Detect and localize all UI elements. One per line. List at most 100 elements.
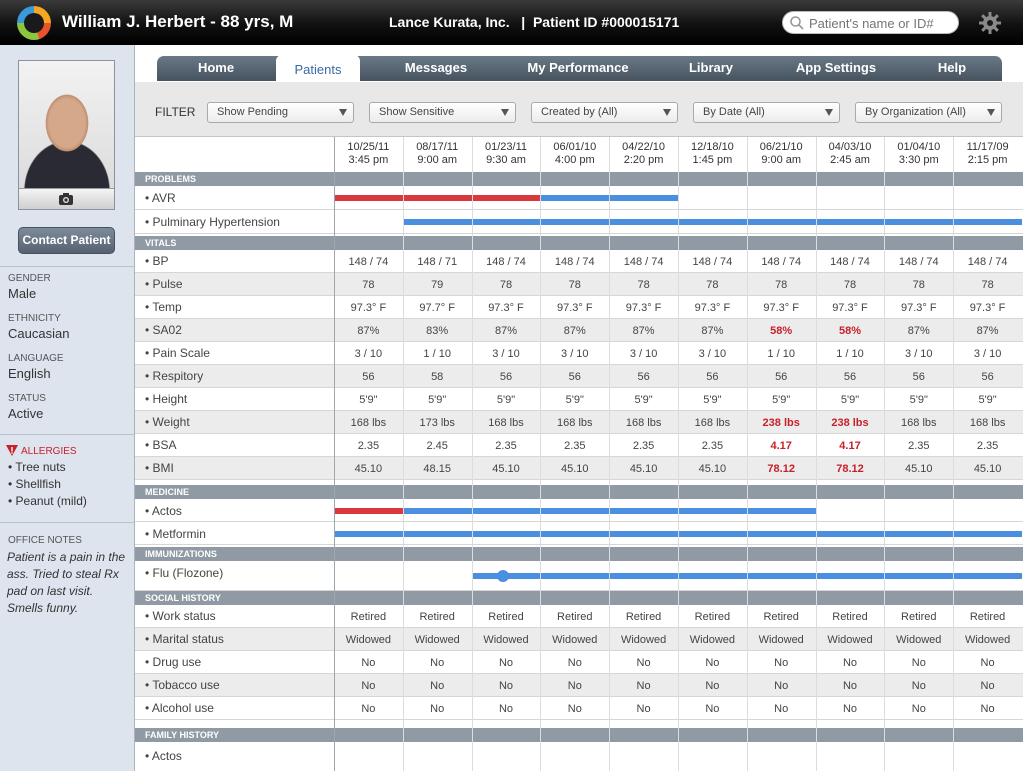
show-pending-dropdown[interactable]: Show Pending (207, 102, 354, 123)
value-cell[interactable]: 87% (494, 325, 517, 337)
value-cell[interactable]: Retired (350, 611, 387, 623)
value-cell[interactable]: 97.7° F (419, 302, 455, 314)
value-cell[interactable]: Retired (625, 611, 662, 623)
value-cell[interactable]: 2.35 (976, 440, 999, 452)
value-cell[interactable]: 97.3° F (763, 302, 799, 314)
search-input[interactable] (809, 14, 954, 32)
value-cell[interactable]: 2.35 (701, 440, 724, 452)
value-cell[interactable]: 3 / 10 (629, 348, 658, 360)
value-cell[interactable]: 3 / 10 (561, 348, 589, 360)
value-cell[interactable]: 45.10 (354, 463, 383, 475)
show-sensitive-dropdown[interactable]: Show Sensitive (369, 102, 516, 123)
value-cell[interactable]: Retired (694, 611, 731, 623)
value-cell[interactable]: No (567, 703, 582, 715)
value-cell[interactable]: 5'9" (634, 394, 653, 406)
value-cell[interactable]: 78 (775, 279, 788, 291)
date-column-header[interactable]: 04/22/10 2:20 pm (609, 141, 678, 171)
value-cell[interactable]: 3 / 10 (973, 348, 1002, 360)
value-cell[interactable]: 56 (362, 371, 375, 383)
value-cell[interactable]: 58 (431, 371, 444, 383)
value-cell[interactable]: 238 lbs (762, 417, 800, 429)
value-cell[interactable]: No (430, 657, 445, 669)
date-column-header[interactable]: 06/01/10 4:00 pm (540, 141, 609, 171)
value-cell[interactable]: 78.12 (767, 463, 795, 475)
value-cell[interactable]: 78 (637, 279, 650, 291)
value-cell[interactable]: 56 (775, 371, 788, 383)
value-cell[interactable]: No (498, 680, 514, 692)
value-cell[interactable]: 2.35 (495, 440, 517, 452)
tab-library[interactable]: Library (688, 60, 734, 75)
date-column-header[interactable]: 06/21/10 9:00 am (747, 141, 816, 171)
timeline-row[interactable] (135, 186, 1023, 210)
gear-icon[interactable] (978, 11, 1002, 35)
date-column-header[interactable]: 08/17/11 9:00 am (403, 141, 472, 171)
value-cell[interactable]: 148 / 74 (486, 256, 526, 268)
value-cell[interactable]: 97.3° F (556, 302, 593, 314)
value-cell[interactable]: 5'9" (703, 394, 722, 406)
value-cell[interactable]: 87% (907, 325, 930, 337)
value-cell[interactable]: 148 / 74 (692, 256, 733, 268)
value-cell[interactable]: 3 / 10 (905, 348, 933, 360)
red-timeline-bar[interactable] (334, 195, 541, 201)
value-cell[interactable]: Widowed (345, 634, 392, 646)
value-cell[interactable]: No (705, 657, 720, 669)
value-cell[interactable]: 45.10 (905, 463, 933, 475)
value-cell[interactable]: 2.35 (908, 440, 930, 452)
value-cell[interactable]: 97.3° F (832, 302, 868, 314)
value-cell[interactable]: Retired (969, 611, 1006, 623)
value-cell[interactable]: 45.10 (629, 463, 658, 475)
value-cell[interactable]: 2.35 (564, 440, 586, 452)
value-cell[interactable]: Retired (763, 611, 799, 623)
value-cell[interactable]: 5'9" (772, 394, 791, 406)
value-cell[interactable]: No (774, 680, 789, 692)
value-cell[interactable]: 238 lbs (831, 417, 869, 429)
value-cell[interactable]: 1 / 10 (836, 348, 864, 360)
tab-messages[interactable]: Messages (404, 60, 468, 75)
date-column-header[interactable]: 12/18/10 1:45 pm (678, 141, 747, 171)
value-cell[interactable]: Retired (901, 611, 937, 623)
value-cell[interactable]: 78 (362, 279, 375, 291)
value-cell[interactable]: Retired (419, 611, 455, 623)
value-cell[interactable]: 168 lbs (350, 417, 387, 429)
value-cell[interactable]: No (430, 703, 445, 715)
value-cell[interactable]: Widowed (620, 634, 667, 646)
date-column-header[interactable]: 01/04/10 3:30 pm (884, 141, 953, 171)
value-cell[interactable]: 87% (632, 325, 655, 337)
value-cell[interactable]: 78 (568, 279, 581, 291)
date-column-header[interactable]: 01/23/11 9:30 am (472, 141, 541, 171)
value-cell[interactable]: 148 / 71 (417, 256, 458, 268)
value-cell[interactable]: 58% (770, 325, 793, 337)
value-cell[interactable]: Retired (832, 611, 868, 623)
value-cell[interactable]: 5'9" (840, 394, 860, 406)
tab-my-performance[interactable]: My Performance (527, 60, 629, 75)
value-cell[interactable]: Widowed (483, 634, 529, 646)
value-cell[interactable]: 78 (843, 279, 857, 291)
value-cell[interactable]: 87% (357, 325, 380, 337)
value-cell[interactable]: No (705, 703, 720, 715)
value-cell[interactable]: 5'9" (978, 394, 997, 406)
value-cell[interactable]: Widowed (552, 634, 598, 646)
value-cell[interactable]: Widowed (689, 634, 736, 646)
value-cell[interactable]: 168 lbs (625, 417, 662, 429)
value-cell[interactable]: 87% (563, 325, 586, 337)
value-cell[interactable]: 97.3° F (694, 302, 731, 314)
value-cell[interactable]: 56 (843, 371, 857, 383)
value-cell[interactable]: 148 / 74 (348, 256, 389, 268)
value-cell[interactable]: 1 / 10 (423, 348, 451, 360)
value-cell[interactable]: 148 / 74 (554, 256, 595, 268)
value-cell[interactable]: 87% (701, 325, 724, 337)
value-cell[interactable]: 87% (976, 325, 999, 337)
value-cell[interactable]: No (705, 680, 720, 692)
tab-home[interactable]: Home (197, 60, 235, 75)
timeline-row[interactable] (135, 210, 1023, 234)
contact-patient-button[interactable]: Contact Patient (18, 227, 115, 254)
value-cell[interactable]: No (567, 680, 582, 692)
value-cell[interactable]: 3 / 10 (354, 348, 383, 360)
value-cell[interactable]: 3 / 10 (698, 348, 727, 360)
value-cell[interactable]: No (430, 680, 445, 692)
timeline-row[interactable] (135, 522, 1023, 545)
created-by-dropdown[interactable]: Created by (All) (531, 102, 678, 123)
red-timeline-bar[interactable] (334, 507, 403, 514)
value-cell[interactable]: No (498, 703, 514, 715)
value-cell[interactable]: No (636, 680, 651, 692)
